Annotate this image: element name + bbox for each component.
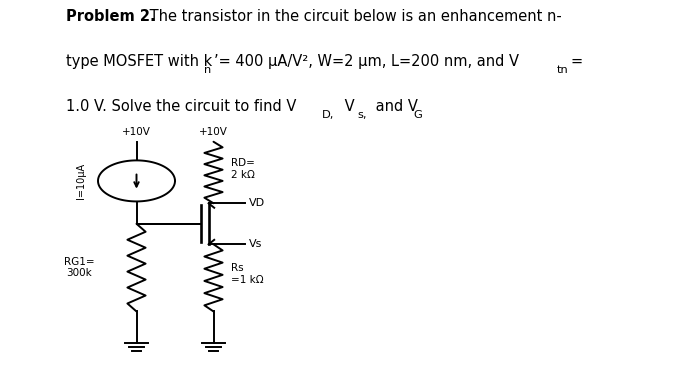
Text: +10V: +10V (122, 127, 151, 137)
Text: type MOSFET with k: type MOSFET with k (66, 54, 213, 69)
Text: I=10μA: I=10μA (76, 163, 85, 199)
Text: and V: and V (371, 99, 418, 114)
Text: s,: s, (357, 110, 367, 120)
Text: Rs
=1 kΩ: Rs =1 kΩ (231, 263, 264, 285)
Text: D,: D, (322, 110, 335, 120)
Text: RG1=
300k: RG1= 300k (64, 257, 94, 278)
Text: VD: VD (248, 198, 265, 208)
Text: The transistor in the circuit below is an enhancement n-: The transistor in the circuit below is a… (145, 9, 561, 24)
Text: 1.0 V. Solve the circuit to find V: 1.0 V. Solve the circuit to find V (66, 99, 297, 114)
Text: tn: tn (556, 65, 568, 75)
Text: Problem 2.: Problem 2. (66, 9, 156, 24)
Text: +10V: +10V (199, 127, 228, 137)
Text: RD=
2 kΩ: RD= 2 kΩ (231, 158, 255, 179)
Text: ’= 400 μA/V², W=2 μm, L=200 nm, and V: ’= 400 μA/V², W=2 μm, L=200 nm, and V (214, 54, 519, 69)
Text: G: G (413, 110, 421, 120)
Text: =: = (570, 54, 582, 69)
Text: n: n (204, 65, 211, 75)
Text: Vs: Vs (248, 239, 262, 249)
Text: V: V (340, 99, 354, 114)
